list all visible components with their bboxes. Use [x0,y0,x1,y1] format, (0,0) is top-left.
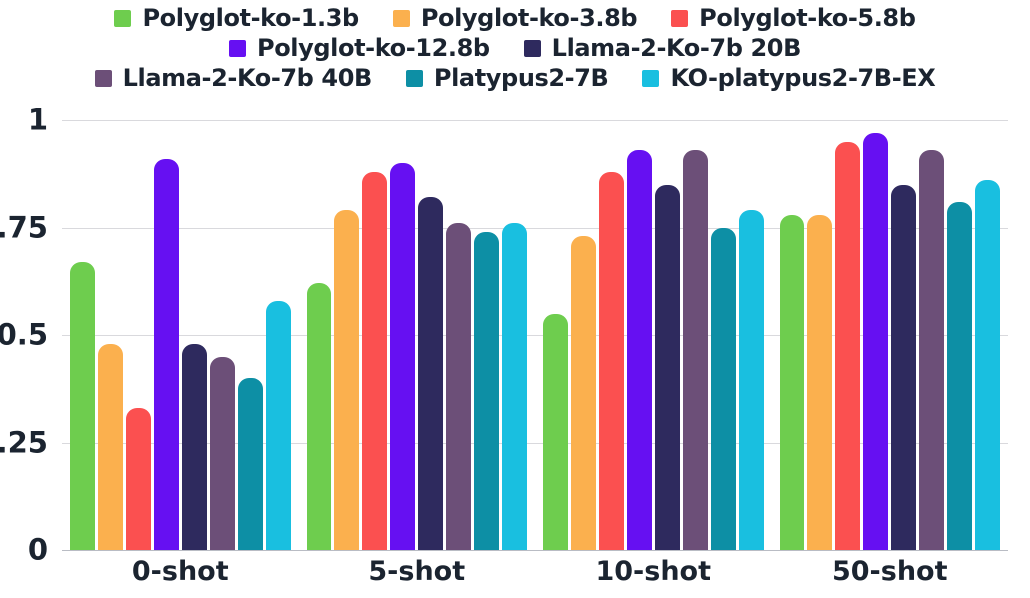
bar[interactable] [390,163,416,550]
legend-label: Polyglot-ko-3.8b [420,4,638,32]
y-tick-label: 0 [27,532,48,567]
y-tick-label: 0.75 [0,210,48,244]
bar[interactable] [474,231,500,550]
legend-label: Polyglot-ko-12.8b [257,34,490,62]
bar[interactable] [626,150,652,550]
legend-item-platypus2-7b[interactable]: Platypus2-7B [405,64,609,92]
legend-swatch-icon [392,9,410,27]
bar[interactable] [863,132,889,550]
bar[interactable] [891,184,917,550]
bar-group-0-shot [62,120,299,550]
bar[interactable] [807,214,833,550]
bar[interactable] [779,214,805,550]
bar[interactable] [682,150,708,550]
bar-group-10-shot [535,120,772,550]
gridline [62,120,1008,121]
y-tick-label: 0.25 [0,425,48,459]
legend-item-llama-2-ko-7b-20b[interactable]: Llama-2-Ko-7b 20B [523,34,802,62]
legend-item-polyglot-ko-12-8b[interactable]: Polyglot-ko-12.8b [229,36,490,60]
legend-swatch-icon [229,39,247,57]
legend-label: Platypus2-7B [433,64,609,92]
bar[interactable] [502,223,527,550]
legend-item-llama-2-ko-7b-40b[interactable]: Llama-2-Ko-7b 40B [94,64,373,92]
bar[interactable] [418,197,444,550]
bar[interactable] [125,408,151,550]
bar[interactable] [97,343,123,550]
gridline [62,442,1008,444]
bar[interactable] [446,223,472,550]
legend-label: Polyglot-ko-5.8b [699,4,916,32]
legend-label: Llama-2-Ko-7b 20B [551,34,802,62]
x-tick-label: 10-shot [595,556,712,587]
bar[interactable] [181,343,207,550]
bar[interactable] [919,150,945,550]
bar[interactable] [362,171,388,550]
legend-swatch-icon [642,69,660,87]
bar[interactable] [265,300,291,550]
bar[interactable] [543,313,568,550]
bar[interactable] [306,283,332,550]
y-tick-label: 1 [27,102,48,137]
bars [306,120,527,550]
bar[interactable] [153,158,179,550]
bar[interactable] [654,184,680,550]
bars [543,120,764,550]
x-tick-label: 50-shot [831,556,948,587]
legend-swatch-icon [671,9,689,27]
gridline [62,550,1008,551]
bar[interactable] [598,171,624,550]
bar[interactable] [835,141,861,550]
legend-item-polyglot-ko-5-8b[interactable]: Polyglot-ko-5.8b [671,4,916,32]
bar[interactable] [947,201,973,550]
legend-item-polyglot-ko-1-3b[interactable]: Polyglot-ko-1.3b [114,4,359,32]
bar[interactable] [738,210,764,550]
legend-row: Polyglot-ko-1.3b Polyglot-ko-3.8b Polyglot… [114,3,916,33]
gridline [62,335,1008,336]
legend-swatch-icon [523,39,541,57]
y-tick-label: 0.5 [0,317,48,352]
bar[interactable] [570,236,596,550]
legend-swatch-icon [114,9,132,27]
plot-area [62,120,1008,551]
legend-label: Llama-2-Ko-7b 40B [122,64,373,92]
chart-legend: Polyglot-ko-1.3b Polyglot-ko-3.8b Polyglot… [0,0,1030,96]
bar-group-5-shot [299,120,536,550]
bar[interactable] [70,261,95,550]
legend-swatch-icon [94,69,112,87]
x-tick-label: 5-shot [368,556,466,587]
y-axis-tick-labels: 0 0.25 0.5 0.75 1 [0,105,48,564]
legend-item-ko-platypus2-7b-ex[interactable]: KO-platypus2-7B-EX [642,64,936,92]
bar-group-50-shot [772,120,1009,550]
legend-item-polyglot-ko-3-8b[interactable]: Polyglot-ko-3.8b [392,4,638,32]
legend-swatch-icon [405,69,423,87]
legend-row: Polyglot-ko-12.8b Llama-2-Ko-7b 20B [229,33,801,63]
legend-label: Polyglot-ko-1.3b [142,4,359,32]
bar[interactable] [975,180,1000,550]
legend-row: Llama-2-Ko-7b 40B Platypus2-7B KO-platypus… [94,63,936,93]
bar[interactable] [710,227,736,550]
bar-groups [62,120,1008,550]
bar[interactable] [334,210,360,550]
bars [779,120,1000,550]
bar[interactable] [209,356,235,550]
legend-label: KO-platypus2-7B-EX [670,64,936,92]
x-axis-tick-labels: 0-shot 5-shot 10-shot 50-shot [62,558,1008,598]
bars [70,120,291,550]
gridline [62,227,1008,229]
bar[interactable] [237,378,263,550]
x-tick-label: 0-shot [131,556,229,587]
